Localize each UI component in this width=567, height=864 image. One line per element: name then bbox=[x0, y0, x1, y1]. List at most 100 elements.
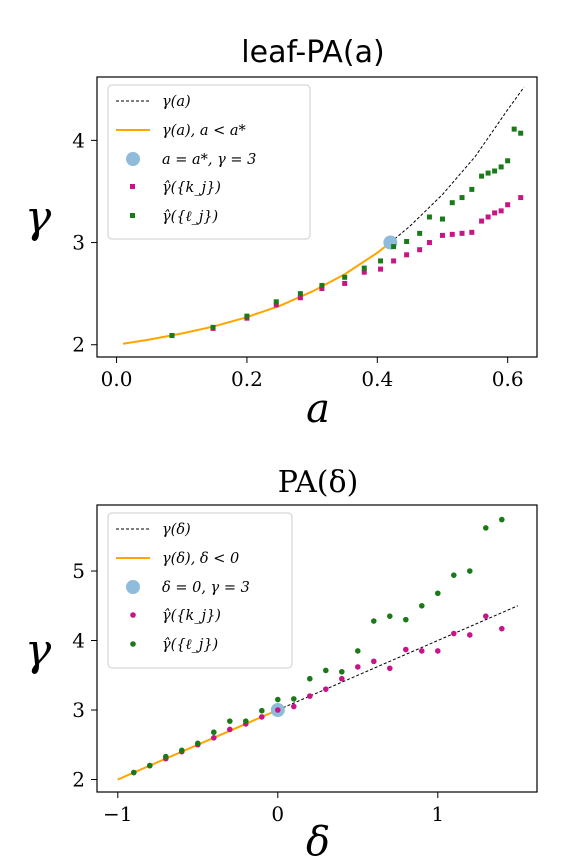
chart2-legend-label: γ(δ), δ < 0 bbox=[162, 551, 239, 567]
chart1-x-tick-label: 0.4 bbox=[361, 367, 393, 391]
chart1-y-tick-label: 2 bbox=[72, 333, 85, 357]
chart2-lj-point bbox=[323, 667, 329, 674]
chart1-x-tick-label: 0.2 bbox=[231, 367, 263, 391]
chart1-lj-point bbox=[459, 195, 465, 201]
chart2-kj-point bbox=[419, 648, 425, 654]
chart2-lj-point bbox=[419, 602, 425, 609]
chart1-lj-point bbox=[378, 258, 384, 264]
chart1-lj-point bbox=[485, 170, 491, 176]
chart1-xlabel: a bbox=[306, 386, 330, 432]
chart2-legend-label: γ̂({k_j}) bbox=[162, 608, 221, 624]
chart2-x-tick-label: 0 bbox=[271, 802, 284, 826]
chart1-y-tick-label: 4 bbox=[72, 128, 85, 152]
chart2-y-tick-label: 4 bbox=[72, 629, 85, 653]
chart1-lj-point bbox=[342, 274, 348, 280]
chart2-legend-label: δ = 0, γ = 3 bbox=[162, 580, 250, 596]
chart1-title: leaf-PA(a) bbox=[241, 35, 384, 70]
chart2-lj-point bbox=[499, 516, 505, 523]
chart2-lj-point bbox=[275, 696, 281, 703]
chart1-kj-point bbox=[479, 218, 485, 224]
chart1-kj-point bbox=[378, 266, 384, 272]
chart2-lj-point bbox=[339, 668, 345, 675]
chart1-kj-point bbox=[485, 214, 491, 220]
chart2-legend-label: γ̂({ℓ_j}) bbox=[162, 637, 218, 653]
chart2-legend: γ(δ) γ(δ), δ < 0 δ = 0, γ = 3 γ̂({k_j}) … bbox=[107, 512, 293, 669]
chart2-legend-swatch-star bbox=[126, 580, 140, 594]
chart1-legend-swatch-star bbox=[126, 152, 140, 166]
chart1-lj-point bbox=[511, 126, 517, 132]
chart2-lj-point bbox=[435, 590, 441, 597]
chart1-legend-label: γ(a) bbox=[162, 94, 191, 110]
chart2-lj-point bbox=[211, 729, 217, 736]
chart1-legend-label: γ̂({ℓ_j}) bbox=[162, 209, 218, 225]
chart2-lj-point bbox=[227, 718, 233, 724]
chart2-kj-point bbox=[227, 726, 233, 733]
chart2-lj-point bbox=[403, 616, 409, 623]
chart-leaf-pa: leaf-PA(a) γ a 0.0 0.2 0.4 0.6 2 3 4 γ(a) γ(a)… bbox=[25, 35, 538, 432]
chart1-kj-point bbox=[449, 231, 455, 237]
chart2-y-tick-label: 3 bbox=[72, 698, 85, 722]
chart2-lj-point bbox=[195, 740, 201, 747]
chart2-ylabel: γ bbox=[25, 625, 52, 676]
chart2-lj-point bbox=[467, 568, 473, 574]
chart2-legend-label: γ(δ) bbox=[162, 522, 191, 538]
chart2-legend-swatch-lj bbox=[130, 641, 136, 647]
chart2-lj-point bbox=[163, 753, 169, 760]
chart1-kj-point bbox=[404, 252, 410, 258]
chart1-lj-point bbox=[319, 282, 325, 288]
chart-pa-delta: PA(δ) γ δ −1 0 1 2 3 4 5 γ(δ) γ(δ), δ < 0 δ = … bbox=[25, 465, 538, 864]
chart1-lj-point bbox=[169, 333, 175, 339]
chart2-legend-box bbox=[107, 512, 293, 669]
chart1-lj-point bbox=[449, 200, 455, 206]
chart1-kj-point bbox=[459, 230, 465, 236]
chart1-kj-point bbox=[273, 302, 279, 308]
chart2-kj-point bbox=[451, 630, 457, 637]
chart1-lj-point bbox=[518, 130, 524, 136]
chart1-orange-line bbox=[122, 241, 391, 345]
chart1-lj-point bbox=[210, 324, 216, 330]
chart1-kj-point bbox=[297, 295, 303, 301]
chart2-kj-point bbox=[323, 686, 329, 692]
chart2-kj-point bbox=[211, 734, 217, 741]
chart2-title: PA(δ) bbox=[278, 465, 359, 500]
chart1-legend-label: γ̂({k_j}) bbox=[162, 180, 221, 196]
chart1-lj-point bbox=[505, 158, 511, 164]
chart1-kj-point bbox=[391, 258, 397, 264]
chart1-kj-point bbox=[518, 195, 524, 201]
chart2-y-tick-label: 5 bbox=[72, 559, 85, 583]
chart1-kj-point bbox=[319, 286, 325, 292]
chart2-lj-point bbox=[307, 675, 313, 682]
chart1-lj-point bbox=[426, 214, 432, 220]
chart2-kj-point bbox=[275, 707, 281, 713]
chart1-legend-label: a = a*, γ = 3 bbox=[162, 152, 256, 168]
chart2-kj-point bbox=[259, 714, 265, 720]
chart1-lj-point bbox=[244, 313, 250, 319]
chart1-kj-point bbox=[361, 269, 367, 275]
chart2-legend-swatch-kj bbox=[130, 612, 136, 618]
chart1-lj-point bbox=[391, 244, 397, 250]
chart1-legend-box bbox=[107, 84, 311, 240]
chart2-kj-point bbox=[403, 646, 409, 653]
chart2-kj-point bbox=[291, 703, 297, 710]
chart1-kj-point bbox=[492, 210, 498, 216]
chart1-lj-point bbox=[273, 299, 279, 305]
chart1-lj-point bbox=[469, 186, 475, 192]
chart1-lj-point bbox=[297, 291, 303, 297]
chart1-kj-point bbox=[498, 208, 504, 214]
chart2-lj-point bbox=[147, 762, 153, 769]
chart1-lj-point bbox=[492, 168, 498, 174]
chart1-lj-point bbox=[439, 216, 445, 222]
chart2-kj-point bbox=[307, 693, 313, 699]
chart1-lj-point bbox=[479, 173, 485, 179]
chart2-lj-point bbox=[387, 613, 393, 619]
chart2-lj-point bbox=[451, 572, 457, 578]
chart2-lj-point bbox=[371, 618, 377, 624]
chart2-kj-point bbox=[435, 648, 441, 654]
chart2-kj-point bbox=[355, 664, 361, 670]
chart2-lj-point bbox=[483, 525, 489, 531]
chart1-frame bbox=[96, 76, 538, 358]
chart1-kj-point bbox=[469, 229, 475, 235]
chart2-kj-point bbox=[499, 625, 505, 632]
chart2-x-tick-label: 1 bbox=[431, 802, 444, 826]
chart1-legend-label: γ(a), a < a* bbox=[162, 123, 247, 139]
